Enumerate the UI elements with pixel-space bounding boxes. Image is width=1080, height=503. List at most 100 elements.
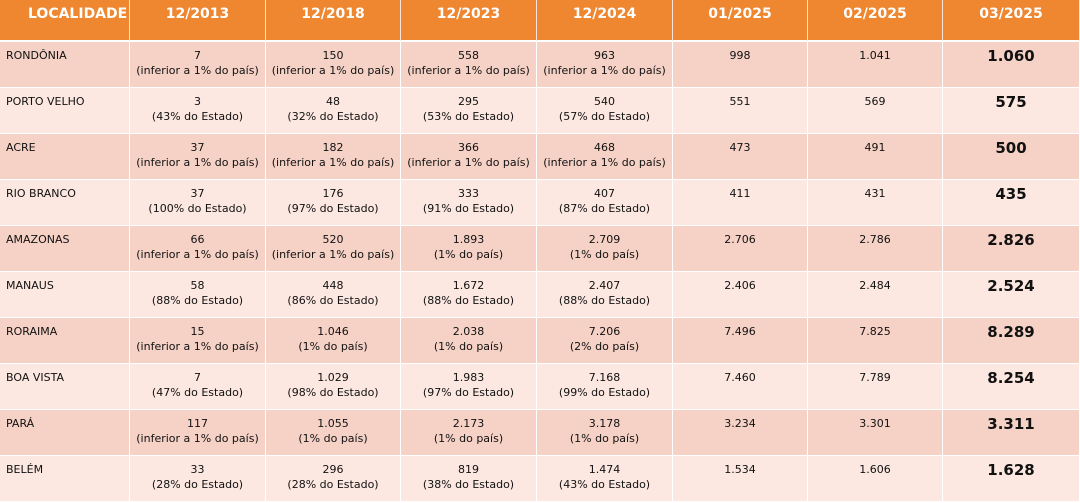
location-cell: BOA VISTA <box>0 364 130 410</box>
recent-cell: 491 <box>808 134 943 180</box>
cell-value: 3.178 <box>588 417 621 430</box>
cell-note: (100% do Estado) <box>148 202 247 215</box>
cell-note: (1% do país) <box>569 432 640 445</box>
data-cell: 182 (inferior a 1% do país) <box>266 134 401 180</box>
cell-note: (38% do Estado) <box>422 478 515 491</box>
recent-cell: 500 <box>943 134 1080 180</box>
cell-value: 37 <box>190 187 205 200</box>
cell-note: (inferior a 1% do país) <box>271 248 395 261</box>
data-cell: 150 (inferior a 1% do país) <box>266 42 401 88</box>
data-cell: 37 (100% do Estado) <box>130 180 266 226</box>
cell-note: (98% do Estado) <box>287 386 379 399</box>
header-cell: 02/2025 <box>808 0 943 42</box>
data-cell: 468 (inferior a 1% do país) <box>537 134 673 180</box>
recent-cell: 473 <box>673 134 808 180</box>
recent-cell: 2.524 <box>943 272 1080 318</box>
cell-value: 117 <box>187 417 208 430</box>
cell-note: (inferior a 1% do país) <box>407 64 530 77</box>
cell-value: 1.474 <box>588 463 621 476</box>
data-cell: 176 (97% do Estado) <box>266 180 401 226</box>
recent-cell: 3.311 <box>943 410 1080 456</box>
data-cell: 1.893 (1% do país) <box>401 226 537 272</box>
recent-cell: 1.534 <box>673 456 808 502</box>
cell-value: 66 <box>190 233 205 246</box>
cell-value: 2.038 <box>452 325 485 338</box>
cell-value: 7.168 <box>588 371 621 384</box>
cell-note: (91% do Estado) <box>422 202 515 215</box>
header-cell: 01/2025 <box>673 0 808 42</box>
cell-value: 1.055 <box>317 417 349 430</box>
cell-note: (inferior a 1% do país) <box>271 156 395 169</box>
data-cell: 66 (inferior a 1% do país) <box>130 226 266 272</box>
cell-value: 150 <box>322 49 344 62</box>
data-cell: 1.983 (97% do Estado) <box>401 364 537 410</box>
cell-value: 540 <box>594 95 615 108</box>
cell-note: (86% do Estado) <box>287 294 379 307</box>
location-cell: AMAZONAS <box>0 226 130 272</box>
cell-note: (97% do Estado) <box>287 202 379 215</box>
cell-note: (inferior a 1% do país) <box>543 64 666 77</box>
cell-value: 1.672 <box>452 279 485 292</box>
recent-cell: 7.825 <box>808 318 943 364</box>
recent-cell: 7.789 <box>808 364 943 410</box>
data-cell: 296 (28% do Estado) <box>266 456 401 502</box>
recent-cell: 551 <box>673 88 808 134</box>
cell-note: (88% do Estado) <box>558 294 651 307</box>
location-cell: PORTO VELHO <box>0 88 130 134</box>
cell-value: 1.029 <box>317 371 349 384</box>
cell-note: (28% do Estado) <box>151 478 244 491</box>
data-cell: 58 (88% do Estado) <box>130 272 266 318</box>
data-cell: 7.168 (99% do Estado) <box>537 364 673 410</box>
recent-cell: 569 <box>808 88 943 134</box>
location-cell: MANAUS <box>0 272 130 318</box>
cell-note: (28% do Estado) <box>287 478 379 491</box>
cell-value: 366 <box>458 141 479 154</box>
data-cell: 520 (inferior a 1% do país) <box>266 226 401 272</box>
cell-value: 1.983 <box>452 371 485 384</box>
cell-value: 448 <box>322 279 344 292</box>
recent-cell: 998 <box>673 42 808 88</box>
cell-value: 15 <box>190 325 205 338</box>
cell-note: (1% do país) <box>298 340 368 353</box>
cell-note: (inferior a 1% do país) <box>543 156 666 169</box>
cell-note: (1% do país) <box>433 340 504 353</box>
data-cell: 366 (inferior a 1% do país) <box>401 134 537 180</box>
cell-note: (99% do Estado) <box>558 386 651 399</box>
data-cell: 1.046 (1% do país) <box>266 318 401 364</box>
cell-note: (1% do país) <box>298 432 368 445</box>
header-cell: 03/2025 <box>943 0 1080 42</box>
cell-note: (32% do Estado) <box>287 110 379 123</box>
cell-value: 3 <box>194 95 201 108</box>
location-cell: PARÁ <box>0 410 130 456</box>
location-cell: ACRE <box>0 134 130 180</box>
header-cell: LOCALIDADE <box>0 0 130 42</box>
cell-value: 7 <box>194 49 201 62</box>
cell-value: 819 <box>458 463 479 476</box>
header-cell: 12/2018 <box>266 0 401 42</box>
data-cell: 37 (inferior a 1% do país) <box>130 134 266 180</box>
data-cell: 1.055 (1% do país) <box>266 410 401 456</box>
cell-note: (97% do Estado) <box>422 386 515 399</box>
cell-note: (1% do país) <box>433 248 504 261</box>
recent-cell: 431 <box>808 180 943 226</box>
recent-cell: 2.786 <box>808 226 943 272</box>
cell-note: (inferior a 1% do país) <box>136 64 259 77</box>
recent-cell: 2.706 <box>673 226 808 272</box>
cell-note: (2% do país) <box>569 340 640 353</box>
data-cell: 7.206 (2% do país) <box>537 318 673 364</box>
data-cell: 407 (87% do Estado) <box>537 180 673 226</box>
cell-value: 58 <box>190 279 205 292</box>
cell-note: (inferior a 1% do país) <box>136 340 259 353</box>
cell-value: 558 <box>458 49 479 62</box>
recent-cell: 1.041 <box>808 42 943 88</box>
cell-note: (inferior a 1% do país) <box>136 248 259 261</box>
cell-value: 295 <box>458 95 479 108</box>
recent-cell: 8.289 <box>943 318 1080 364</box>
cell-note: (57% do Estado) <box>558 110 651 123</box>
cell-note: (47% do Estado) <box>151 386 244 399</box>
cell-note: (43% do Estado) <box>558 478 651 491</box>
cell-note: (inferior a 1% do país) <box>136 432 259 445</box>
cell-value: 37 <box>190 141 205 154</box>
cell-value: 33 <box>190 463 205 476</box>
